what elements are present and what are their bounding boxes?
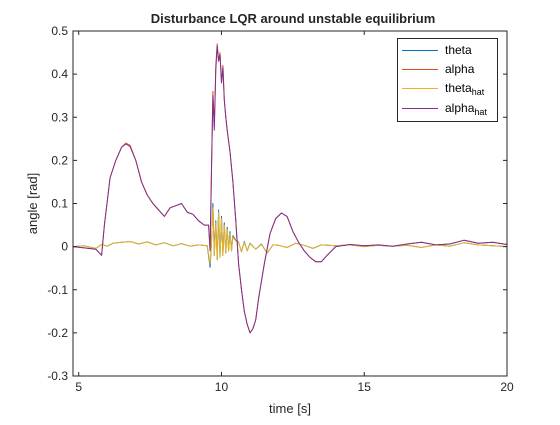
x-tick-label: 15 xyxy=(358,380,372,394)
series-layer xyxy=(72,43,508,334)
chart-title: Disturbance LQR around unstable equilibr… xyxy=(151,11,436,26)
y-axis-label: angle [rad] xyxy=(25,173,40,234)
legend-label-theta-hat: thetahat xyxy=(445,81,484,97)
legend-label-theta-hat-sub: hat xyxy=(471,87,485,97)
legend-swatch-alpha-hat xyxy=(402,108,438,109)
x-tick-label: 20 xyxy=(500,380,514,394)
legend-item-theta: theta xyxy=(398,42,497,60)
legend-swatch-theta-hat xyxy=(402,88,438,89)
legend-item-alpha: alpha xyxy=(398,61,497,79)
legend-label-alpha-hat-sub: hat xyxy=(474,107,487,117)
legend-label-theta: theta xyxy=(445,43,472,57)
y-tick-label: 0.1 xyxy=(51,197,68,211)
legend-item-alpha-hat: alphahat xyxy=(398,100,497,118)
x-axis-label: time [s] xyxy=(269,401,311,416)
legend-label-alpha-text: alpha xyxy=(445,62,475,76)
y-tick-label: -0.1 xyxy=(47,283,68,297)
y-tick-label: 0 xyxy=(61,240,68,254)
y-tick-label: -0.2 xyxy=(47,326,68,340)
y-tick-label: 0.5 xyxy=(51,24,68,38)
legend: theta alpha thetahat alphahat xyxy=(397,38,498,122)
legend-item-theta-hat: thetahat xyxy=(398,80,497,98)
legend-swatch-theta xyxy=(402,50,438,51)
x-tick-label: 10 xyxy=(215,380,229,394)
y-tick-label: 0.2 xyxy=(51,153,68,167)
legend-swatch-alpha xyxy=(402,69,438,70)
series-line-alpha-hat xyxy=(72,45,508,334)
tick-layer: 5 10 15 20 -0.3 -0.2 -0.1 0 0.1 0.2 0.3 0.4 0.5 xyxy=(47,24,514,394)
legend-label-alpha-hat-text: alpha xyxy=(445,101,475,115)
y-tick-label: 0.3 xyxy=(51,110,68,124)
legend-label-theta-hat-text: theta xyxy=(445,81,472,95)
legend-label-alpha-hat: alphahat xyxy=(445,101,487,117)
x-tick-label: 5 xyxy=(75,380,82,394)
series-line-theta-hat xyxy=(72,207,508,265)
y-tick-label: 0.4 xyxy=(51,67,68,81)
legend-label-alpha: alpha xyxy=(445,62,474,76)
legend-label-theta-text: theta xyxy=(445,43,472,57)
y-tick-label: -0.3 xyxy=(47,369,68,383)
